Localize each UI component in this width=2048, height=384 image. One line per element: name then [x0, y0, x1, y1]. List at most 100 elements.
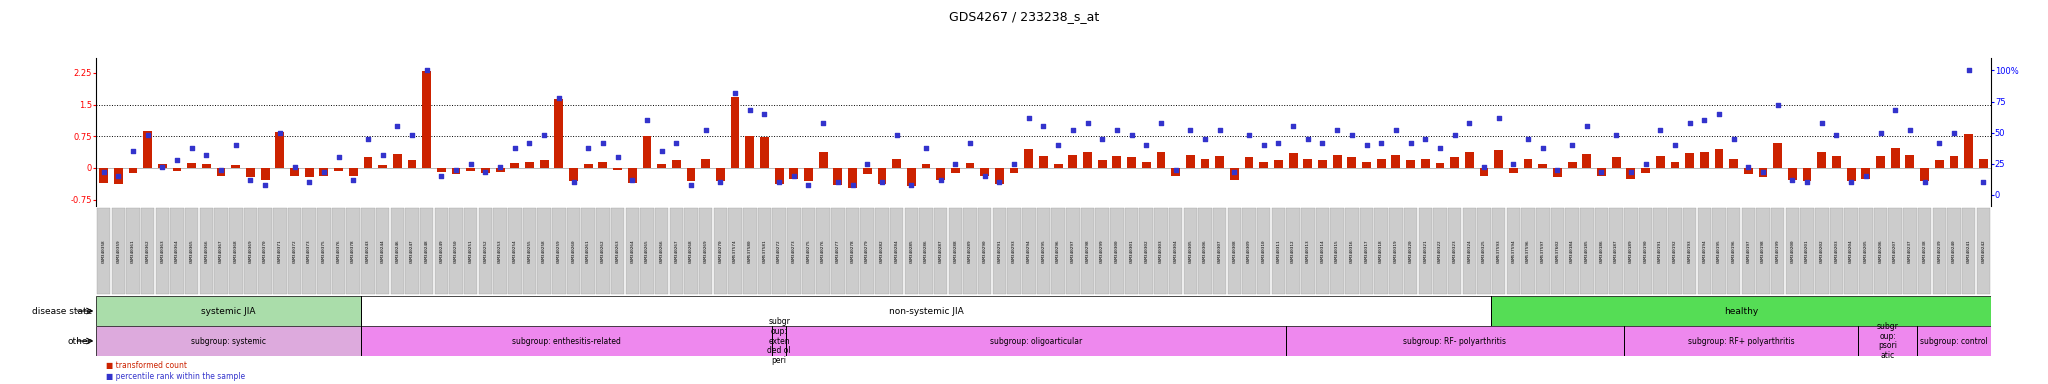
Point [248, 182, 281, 188]
Text: GSM340261: GSM340261 [586, 239, 590, 263]
Point [793, 182, 825, 188]
Text: GSM340289: GSM340289 [969, 239, 973, 263]
Bar [319, 168, 328, 175]
Bar [1376, 159, 1386, 168]
Bar [274, 132, 285, 168]
Point [1599, 132, 1632, 138]
Text: GSM340293: GSM340293 [1012, 239, 1016, 263]
Bar [801, 208, 815, 294]
Bar [1010, 168, 1018, 173]
Text: GSM340240: GSM340240 [1952, 239, 1956, 263]
Point [1233, 132, 1266, 138]
Bar [1583, 154, 1591, 168]
Text: GSM340198: GSM340198 [1761, 239, 1765, 263]
Bar [963, 208, 977, 294]
Point [1585, 169, 1618, 175]
Bar [317, 208, 330, 294]
Point [117, 148, 150, 154]
Point [969, 173, 1001, 179]
Text: GSM340320: GSM340320 [1409, 239, 1413, 263]
Text: GSM340197: GSM340197 [1747, 239, 1751, 263]
Bar [965, 163, 975, 168]
Point [1497, 161, 1530, 167]
Text: GSM340247: GSM340247 [410, 239, 414, 263]
Text: GSM340303: GSM340303 [1159, 239, 1163, 263]
Bar [524, 162, 535, 168]
Bar [1833, 156, 1841, 168]
Text: healthy: healthy [1724, 306, 1757, 316]
Point [1085, 136, 1118, 142]
Text: GSM340275: GSM340275 [807, 239, 811, 263]
Bar [1671, 162, 1679, 168]
Text: GSM340193: GSM340193 [1688, 239, 1692, 263]
Bar [186, 163, 197, 168]
Text: GSM340255: GSM340255 [528, 239, 532, 263]
Bar [96, 296, 360, 326]
Bar [365, 157, 373, 168]
Bar [465, 208, 477, 294]
Text: GSM340375: GSM340375 [322, 239, 326, 263]
Bar [596, 208, 610, 294]
Bar [494, 208, 506, 294]
Bar [1036, 208, 1051, 294]
Text: GSM340296: GSM340296 [1057, 239, 1061, 263]
Bar [993, 208, 1006, 294]
Bar [672, 161, 680, 168]
Bar [449, 208, 463, 294]
Bar [582, 208, 596, 294]
Text: GSM340195: GSM340195 [1716, 239, 1720, 263]
Bar [115, 168, 123, 184]
Bar [1477, 208, 1491, 294]
Bar [481, 168, 489, 173]
Text: disease state: disease state [33, 306, 92, 316]
Text: GSM340184: GSM340184 [1571, 239, 1575, 263]
Bar [1171, 168, 1180, 176]
Bar [934, 208, 948, 294]
Bar [1700, 152, 1708, 168]
Bar [981, 168, 989, 176]
Text: GSM340285: GSM340285 [909, 239, 913, 263]
Text: GSM340264: GSM340264 [631, 239, 635, 263]
Text: subgroup: systemic: subgroup: systemic [190, 336, 266, 346]
Bar [643, 136, 651, 168]
Bar [170, 208, 184, 294]
Bar [360, 296, 1491, 326]
Bar [1331, 208, 1343, 294]
Text: GSM340249: GSM340249 [440, 239, 442, 263]
Bar [258, 208, 272, 294]
Bar [1757, 208, 1769, 294]
Bar [555, 99, 563, 168]
Bar [641, 208, 653, 294]
Bar [289, 208, 301, 294]
Point [602, 154, 635, 161]
Point [1395, 139, 1427, 146]
Text: GSM340372: GSM340372 [293, 239, 297, 263]
Point [514, 139, 547, 146]
Bar [303, 208, 315, 294]
Bar [1083, 152, 1092, 168]
Text: GSM340207: GSM340207 [1892, 239, 1896, 263]
Text: GSM340313: GSM340313 [1307, 239, 1311, 263]
Bar [1157, 152, 1165, 168]
Text: GSM340251: GSM340251 [469, 239, 473, 263]
Bar [1143, 162, 1151, 168]
Point [850, 161, 883, 167]
Text: GSM340321: GSM340321 [1423, 239, 1427, 263]
Point [381, 123, 414, 129]
Bar [1976, 208, 1991, 294]
Bar [717, 168, 725, 182]
Point [410, 67, 442, 73]
Bar [729, 208, 741, 294]
Bar [231, 165, 240, 168]
Text: GSM340371: GSM340371 [279, 239, 283, 263]
Bar [1155, 208, 1167, 294]
Bar [629, 168, 637, 183]
Text: GSM340246: GSM340246 [395, 239, 399, 263]
Bar [698, 208, 713, 294]
Bar [743, 208, 756, 294]
Point [1628, 161, 1661, 167]
Bar [1315, 208, 1329, 294]
Point [1526, 144, 1559, 151]
Bar [1567, 162, 1577, 168]
Bar [348, 168, 358, 176]
